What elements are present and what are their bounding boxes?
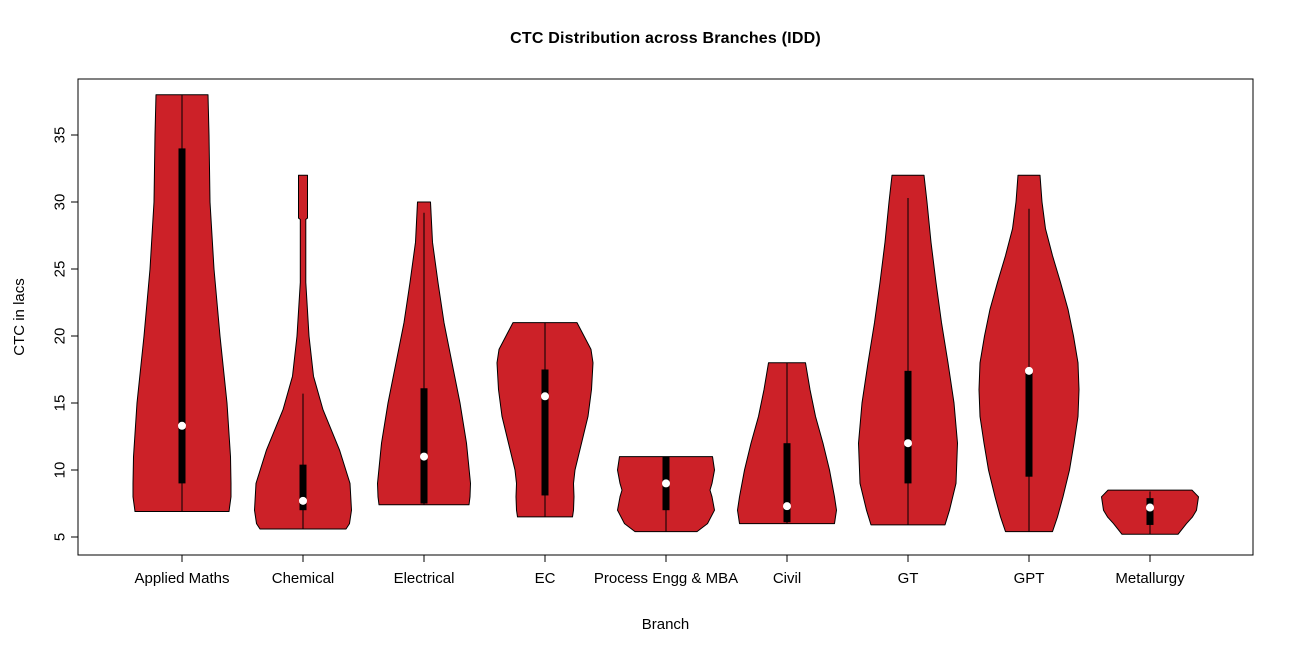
- y-tick-label-35: 35: [52, 127, 69, 144]
- iqr-box-civil: [783, 443, 791, 523]
- median-dot-applied-maths: [178, 421, 186, 430]
- median-dot-ec: [541, 392, 549, 401]
- iqr-box-electrical: [420, 388, 428, 504]
- x-tick-label-civil: Civil: [773, 570, 801, 587]
- x-tick-label-gpt: GPT: [1014, 570, 1045, 587]
- iqr-box-metallurgy: [1146, 498, 1154, 525]
- x-tick-label-chemical: Chemical: [272, 570, 335, 587]
- y-tick-label-20: 20: [52, 328, 69, 345]
- x-tick-label-electrical: Electrical: [394, 570, 455, 587]
- x-tick-label-applied-maths: Applied Maths: [134, 570, 229, 587]
- median-dot-gt: [904, 439, 912, 448]
- iqr-box-chemical: [299, 464, 307, 511]
- iqr-box-applied-maths: [178, 148, 186, 484]
- iqr-box-gpt: [1025, 370, 1033, 477]
- median-dot-process-engg-mba: [662, 479, 670, 488]
- x-tick-label-gt: GT: [898, 570, 919, 587]
- median-dot-gpt: [1025, 366, 1033, 375]
- median-dot-chemical: [299, 496, 307, 505]
- y-tick-label-30: 30: [52, 194, 69, 211]
- y-tick-label-10: 10: [52, 462, 69, 479]
- iqr-box-gt: [904, 370, 912, 484]
- median-dot-metallurgy: [1146, 503, 1154, 512]
- x-tick-label-process-engg-mba: Process Engg & MBA: [594, 570, 738, 587]
- median-dot-electrical: [420, 452, 428, 461]
- y-tick-label-15: 15: [52, 395, 69, 412]
- x-tick-label-metallurgy: Metallurgy: [1115, 570, 1185, 587]
- median-dot-civil: [783, 502, 791, 511]
- y-tick-label-25: 25: [52, 261, 69, 278]
- iqr-box-ec: [541, 369, 549, 496]
- x-tick-label-ec: EC: [535, 570, 556, 587]
- violin-chemical: [254, 174, 352, 530]
- y-tick-label-5: 5: [52, 533, 69, 541]
- chart-title: CTC Distribution across Branches (IDD): [510, 30, 821, 47]
- x-axis-label: Branch: [641, 616, 690, 633]
